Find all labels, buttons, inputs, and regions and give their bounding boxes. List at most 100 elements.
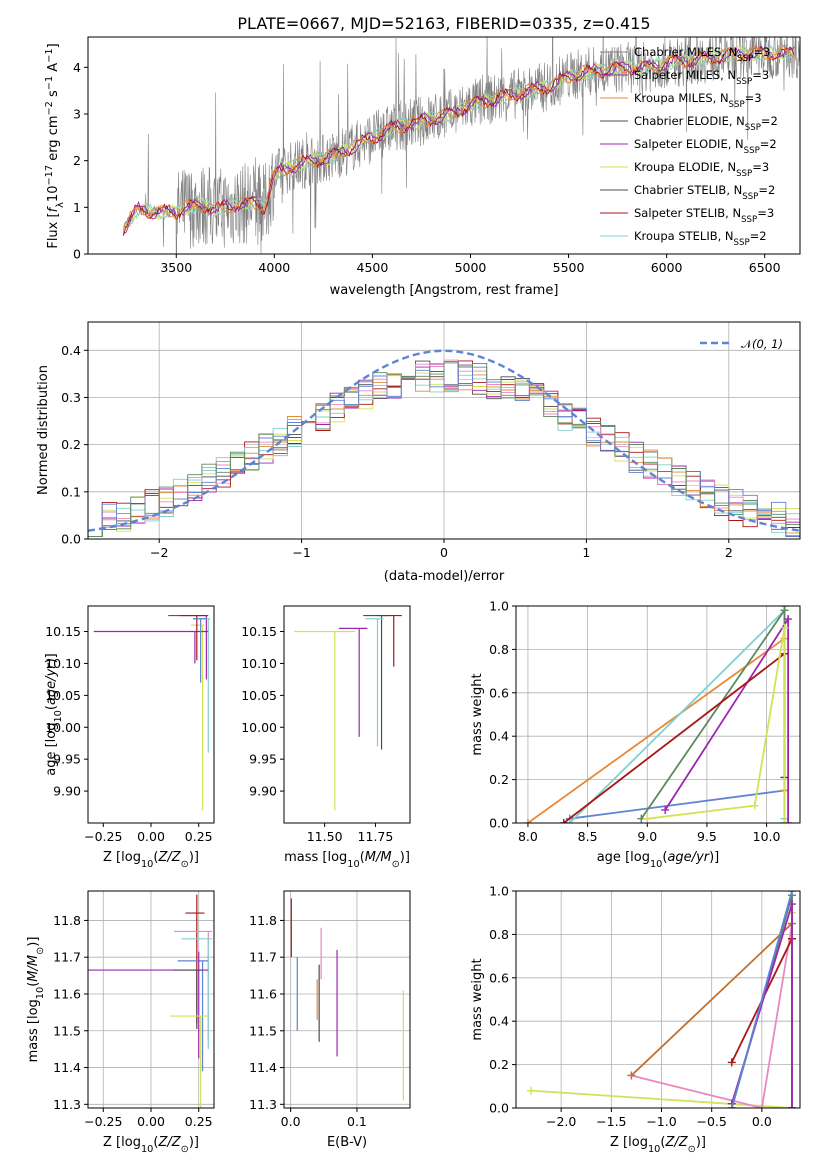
y-tick-label: 10.10 bbox=[45, 656, 81, 671]
x-tick-label: 0.00 bbox=[137, 1114, 165, 1129]
y-tick-label: 0.1 bbox=[61, 484, 81, 499]
y-tick-label: 4 bbox=[73, 60, 81, 75]
x-tick-label: −0.5 bbox=[697, 1114, 727, 1129]
x-axis-label: Z [log10(Z/Z⊙)] bbox=[610, 1135, 706, 1155]
y-tick-label: 9.95 bbox=[249, 752, 277, 767]
axes-frame bbox=[515, 890, 801, 1109]
x-tick-label: 9.0 bbox=[637, 829, 657, 844]
plot-area bbox=[122, 37, 800, 254]
x-tick-label: 0.0 bbox=[752, 1114, 772, 1129]
x-tick-label: 0 bbox=[440, 545, 448, 560]
y-tick-label: 0.2 bbox=[489, 1057, 509, 1072]
weight-vs-age-panel: 8.0 8.5 9.0 9.5 10.0 0.0 0.2 0.4 0.6 0.8 1.0 bbox=[489, 599, 801, 844]
x-tick-label: 0.0 bbox=[281, 1114, 301, 1129]
weight-marker bbox=[784, 615, 793, 624]
y-tick-label: 9.90 bbox=[53, 784, 81, 799]
x-tick-label: 0.25 bbox=[185, 829, 213, 844]
y-axis-label: Flux [fλ10−17 erg cm−2 s−1 A−1] bbox=[44, 43, 66, 248]
x-tick-label: 5000 bbox=[455, 260, 487, 275]
y-tick-label: 0.6 bbox=[489, 685, 509, 700]
histogram-step bbox=[88, 362, 800, 538]
x-tick-label: 11.75 bbox=[358, 829, 394, 844]
legend-label: Salpeter STELIB, NSSP=3 bbox=[634, 206, 774, 225]
x-tick-label: 8.5 bbox=[578, 829, 598, 844]
model-spectrum-line bbox=[122, 45, 795, 236]
legend-label: Chabrier STELIB, NSSP=2 bbox=[634, 183, 775, 202]
spectrum-panel: 3500 4000 4500 5000 5500 6000 6500 0 1 2 3 4 bbox=[73, 36, 801, 275]
weight-marker bbox=[523, 819, 532, 823]
x-axis-label: E(B-V) bbox=[327, 1135, 367, 1150]
weight-line bbox=[631, 923, 793, 1108]
y-tick-label: 0.8 bbox=[489, 642, 509, 657]
y-tick-label: 0.0 bbox=[489, 816, 509, 831]
y-tick-label: 10.15 bbox=[45, 624, 81, 639]
y-tick-label: 0.6 bbox=[489, 970, 509, 985]
weight-marker bbox=[627, 1071, 636, 1080]
x-axis-label: (data-model)/error bbox=[384, 569, 505, 584]
y-axis-label: mass [log10(M/M⊙)] bbox=[26, 937, 46, 1063]
x-tick-label: 10.0 bbox=[753, 829, 781, 844]
plot-area bbox=[294, 614, 402, 811]
axes-frame bbox=[283, 605, 411, 824]
model-spectrum-line bbox=[122, 45, 795, 232]
x-tick-label: 3500 bbox=[160, 260, 192, 275]
y-tick-label: 10.00 bbox=[45, 720, 81, 735]
model-spectrum-line bbox=[123, 44, 795, 227]
legend-label: Kroupa STELIB, NSSP=2 bbox=[634, 229, 767, 248]
y-tick-label: 9.90 bbox=[249, 784, 277, 799]
weight-marker bbox=[527, 1086, 536, 1095]
y-tick-label: 11.5 bbox=[53, 1023, 81, 1038]
weight-marker bbox=[727, 1104, 736, 1108]
y-tick-label: 1 bbox=[73, 200, 81, 215]
y-tick-label: 11.7 bbox=[53, 950, 81, 965]
y-tick-label: 0.0 bbox=[489, 1101, 509, 1116]
y-tick-label: 11.7 bbox=[249, 950, 277, 965]
chart-title: PLATE=0667, MJD=52163, FIBERID=0335, z=0… bbox=[237, 14, 650, 33]
weight-line bbox=[730, 891, 793, 1108]
model-spectrum-line bbox=[122, 44, 795, 232]
normal-curve bbox=[88, 349, 800, 532]
plot-area bbox=[88, 349, 800, 538]
spectrum-legend: Chabrier MILES, NSSP=3 Salpeter MILES, NS… bbox=[600, 45, 778, 248]
y-axis-label: age [log10(age/yr)] bbox=[44, 653, 64, 776]
y-tick-label: 11.4 bbox=[53, 1060, 81, 1075]
weight-marker bbox=[559, 819, 568, 823]
y-tick-label: 11.3 bbox=[249, 1097, 277, 1112]
axes-frame bbox=[515, 605, 801, 824]
weight-line bbox=[647, 627, 786, 823]
x-tick-label: 11.50 bbox=[307, 829, 343, 844]
x-tick-label: 6500 bbox=[749, 260, 781, 275]
y-tick-label: 3 bbox=[73, 107, 81, 122]
x-tick-label: −1 bbox=[292, 545, 310, 560]
weight-marker bbox=[757, 1104, 766, 1108]
plot-area bbox=[523, 606, 793, 823]
y-axis-label: mass weight bbox=[470, 673, 485, 755]
y-tick-label: 0.3 bbox=[61, 390, 81, 405]
plot-area bbox=[290, 898, 404, 1101]
x-axis-label: mass [log10(M/M⊙)] bbox=[284, 850, 410, 870]
plot-area bbox=[93, 614, 211, 811]
weight-marker bbox=[750, 801, 759, 810]
x-tick-label: −1.5 bbox=[596, 1114, 626, 1129]
weight-marker bbox=[784, 819, 793, 823]
legend-label: Chabrier MILES, NSSP=3 bbox=[634, 45, 770, 64]
x-axis-label: Z [log10(Z/Z⊙)] bbox=[103, 1135, 199, 1155]
x-tick-label: 4500 bbox=[357, 260, 389, 275]
x-tick-label: 2 bbox=[725, 545, 733, 560]
y-tick-label: 0.2 bbox=[61, 437, 81, 452]
x-tick-label: −0.25 bbox=[84, 829, 122, 844]
x-tick-label: 0.1 bbox=[347, 1114, 367, 1129]
x-tick-label: 4000 bbox=[258, 260, 290, 275]
weight-marker bbox=[787, 891, 796, 895]
x-tick-label: 1 bbox=[582, 545, 590, 560]
y-axis-label: Normed distribution bbox=[36, 365, 51, 495]
plot-area bbox=[527, 891, 796, 1108]
residual-panel: −2 −1 0 1 2 0.0 0.1 0.2 0.3 0.4 bbox=[61, 321, 801, 560]
y-tick-label: 10.10 bbox=[241, 656, 277, 671]
x-axis-label: Z [log10(Z/Z⊙)] bbox=[103, 850, 199, 870]
weight-marker bbox=[727, 1058, 736, 1067]
y-tick-label: 11.6 bbox=[249, 986, 277, 1001]
legend-label: Chabrier ELODIE, NSSP=2 bbox=[634, 114, 778, 133]
plot-area bbox=[88, 894, 213, 1108]
